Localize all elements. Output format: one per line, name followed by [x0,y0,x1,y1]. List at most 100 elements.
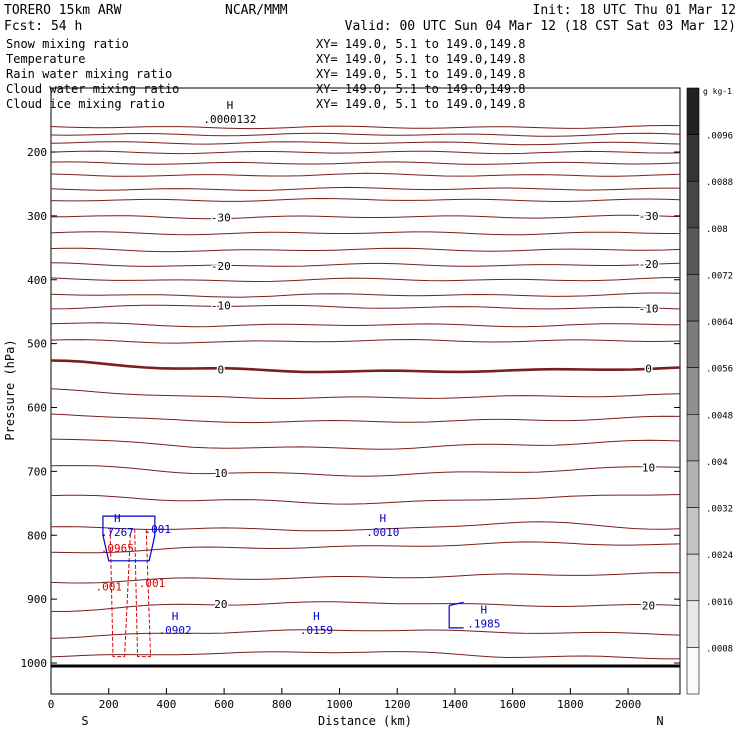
isotherm-line [51,292,680,298]
isotherm-label: 10 [214,467,227,480]
colorbar-tick-label: .0016 [706,598,733,608]
legend-name-4: Cloud ice mixing ratio [6,97,165,111]
colorbar-swatch [686,600,700,648]
max-h-label: H [379,512,386,525]
isotherm-line [51,124,680,130]
isotherm-label: 20 [214,598,227,611]
isotherm-line [51,161,680,165]
isotherm-line [51,651,680,660]
x-tick-label: 1600 [499,698,526,711]
isotherm-line [51,359,680,374]
cloud-contour [102,515,156,562]
legend-name-2: Rain water mixing ratio [6,67,172,81]
isotherm-line [51,231,680,236]
colorbar-unit: g kg-1 [703,87,732,96]
max-value-label: .1985 [467,617,500,630]
south-label: S [81,714,88,728]
isotherm-label: -10 [211,299,231,312]
x-tick-label: 800 [272,698,292,711]
temperature-isotherms [51,124,680,660]
isotherm-line [51,388,680,400]
y-tick-label: 400 [27,274,47,287]
y-tick-label: 500 [27,338,47,351]
isotherm-line [51,572,680,584]
colorbar-tick-label: .0072 [706,271,733,281]
rain-label: .001 [95,580,122,593]
colorbar-swatch [686,320,700,368]
cloud-contour [448,601,464,629]
max-h-label: H [114,512,121,525]
hydrometeor-contours [102,515,464,658]
north-label: N [656,714,663,728]
colorbar-tick-label: .008 [706,225,728,235]
isotherm-line [51,413,680,424]
colorbar-tick-label: .0096 [706,132,733,142]
isotherm-line [51,247,680,253]
isotherm-line [51,214,680,220]
legend-range-1: XY= 149.0, 5.1 to 149.0,149.8 [316,52,526,66]
legend-name-1: Temperature [6,52,85,66]
y-tick-label: 600 [27,402,47,415]
legend-range-2: XY= 149.0, 5.1 to 149.0,149.8 [316,67,526,81]
plot-frame [50,87,681,695]
forecast-hour: Fcst: 54 h [4,19,82,34]
colorbar-swatch [686,414,700,462]
y-tick-label: 200 [27,146,47,159]
isotherm-line [51,277,680,283]
valid-time: Valid: 00 UTC Sun 04 Mar 12 (18 CST Sat … [345,19,736,34]
x-tick-label: 600 [214,698,234,711]
colorbar-swatch [686,647,700,695]
rain-label: .001 [139,577,166,590]
x-tick-label: 1000 [326,698,353,711]
max-value-label: .0010 [366,526,399,539]
rain-contour [109,528,131,658]
isotherm-line [51,338,680,344]
max-value-label: .0159 [300,624,333,637]
colorbar-swatch [686,134,700,182]
cloud-label: .001 [145,523,172,536]
colorbar-swatch [686,367,700,415]
colorbar-tick-label: .0008 [706,644,733,654]
colorbar-tick-label: .0024 [706,551,733,561]
colorbar-tick-label: .0064 [706,318,733,328]
colorbar-swatch [686,227,700,275]
rain-contour [134,528,152,658]
y-tick-label: 900 [27,593,47,606]
y-axis-label: Pressure (hPa) [3,339,17,440]
legend-name-0: Snow mixing ratio [6,37,129,51]
isotherm-line [51,197,680,203]
colorbar-swatch [686,553,700,602]
y-tick-label: 1000 [21,657,48,670]
colorbar-tick-label: .004 [706,458,728,468]
colorbar-swatch [686,507,700,555]
max-h-label: H [313,610,320,623]
isotherm-label: -30 [211,212,231,225]
colorbar-tick-label: .0048 [706,411,733,421]
colorbar-swatch [686,180,700,229]
isotherm-line [51,262,680,267]
max-h-label: H [480,603,487,616]
isotherm-line [51,322,680,328]
axes: 0 200 400 600 800 1000 1200 1400 1600 1800 2000200… [21,146,680,711]
isotherm-line [51,629,680,639]
isotherm-label: -30 [639,210,659,223]
isotherm-line [51,304,680,310]
isotherm-label: -20 [639,258,659,271]
x-tick-label: 0 [48,698,55,711]
x-axis-label: Distance (km) [318,714,412,728]
y-tick-label: 800 [27,529,47,542]
isotherm-line [51,438,680,450]
isotherm-label: 10 [642,461,655,474]
isotherm-line [51,141,680,146]
x-tick-label: 400 [156,698,176,711]
colorbar: .0008 .0016 .0024 .0032 .004 .0048 .0056 .0064.… [686,87,733,695]
isotherm-label: 0 [645,362,652,375]
isotherm-line [51,601,680,613]
isotherm-line [51,541,680,554]
model-title: TORERO 15km ARW [4,3,122,18]
legend-range-0: XY= 149.0, 5.1 to 149.0,149.8 [316,37,526,51]
isotherm-line [51,150,680,155]
legend-name-3: Cloud water mixing ratio [6,82,179,96]
colorbar-swatch [686,274,700,322]
